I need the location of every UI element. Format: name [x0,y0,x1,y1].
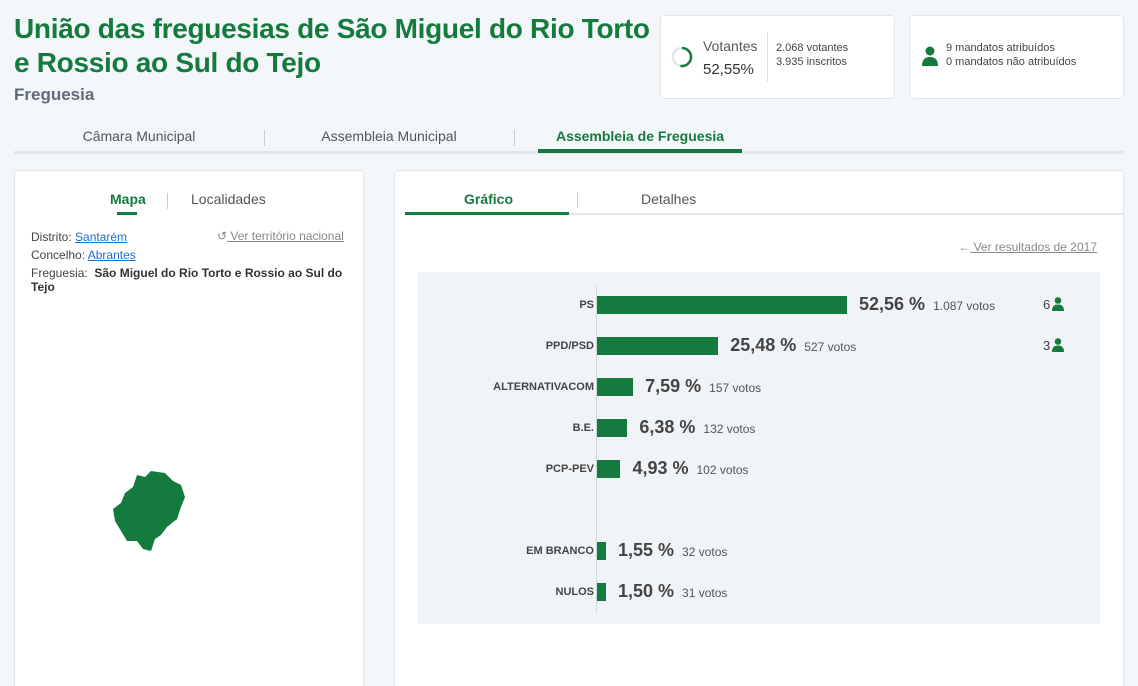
turnout-ring-icon [671,46,693,68]
bar-votes: 102 votos [696,463,749,477]
tab-divider [514,130,515,146]
main-tabs: Câmara Municipal Assembleia Municipal As… [14,124,1124,154]
active-subtab-indicator [405,212,569,215]
votes-card: Votantes 52,55% 2.068 votantes 3.935 ins… [660,15,895,99]
tab-mapa[interactable]: Mapa [110,191,146,207]
bar [597,583,606,601]
bar [597,378,634,396]
bar [597,460,621,478]
mandates-card: 9 mandatos atribuídos 0 mandatos não atr… [909,15,1124,99]
registered-count: 3.935 inscritos [776,56,847,68]
bar-label: PCP-PEV [545,463,594,475]
district-row: Distrito: Santarém [31,230,127,244]
seats-count: 3 [1043,338,1065,353]
bar-percentage: 1,50 % [618,581,675,601]
district-label: Distrito: [31,230,72,244]
bar-label: EM BRANCO [526,545,594,557]
bar-percentage: 25,48 % [730,335,797,355]
bar-label: PS [579,299,594,311]
bar-percentage: 1,55 % [618,540,675,560]
tab-grafico[interactable]: Gráfico [464,191,514,207]
page-subtitle: Freguesia [14,85,95,104]
active-subtab-indicator [117,212,137,215]
person-icon [1052,338,1065,352]
tab-assembleia-municipal[interactable]: Assembleia Municipal [321,128,457,144]
tab-localidades[interactable]: Localidades [191,191,266,207]
seats-value: 6 [1043,297,1051,312]
national-territory-link[interactable]: ↺ Ver território nacional [217,229,344,243]
page-title: União das freguesias de São Miguel do Ri… [14,13,650,78]
parish-label: Freguesia: [31,266,88,280]
bar [597,419,628,437]
parish-map[interactable] [111,469,189,553]
bar-percentage: 6,38 % [639,417,696,437]
tab-assembleia-freguesia[interactable]: Assembleia de Freguesia [555,128,725,144]
votes-percentage: 52,55% [703,61,754,78]
municipality-label: Concelho: [31,248,86,262]
tab-divider [577,192,578,208]
votes-label: Votantes [703,38,758,54]
bar-votes: 527 votos [804,340,857,354]
tab-camara-municipal[interactable]: Câmara Municipal [82,128,196,144]
bar-label: NULOS [555,586,595,598]
location-panel: Mapa Localidades Distrito: Santarém Conc… [14,170,364,686]
district-link[interactable]: Santarém [75,230,128,244]
divider [767,32,768,82]
bar-votes: 157 votos [709,381,762,395]
chart-axis [596,286,597,612]
parish-value: São Miguel do Rio Torto e Rossio ao Sul … [31,266,343,294]
mandates-unassigned: 0 mandatos não atribuídos [946,56,1077,68]
tab-detalhes[interactable]: Detalhes [641,191,697,207]
previous-results-link[interactable]: ← Ver resultados de 2017 [958,240,1097,254]
parish-row: Freguesia: São Miguel do Rio Torto e Ros… [31,266,363,294]
results-tabs: Gráfico Detalhes [405,171,1123,215]
seats-count: 6 [1043,297,1065,312]
person-icon [1052,297,1065,311]
bar-percentage: 7,59 % [645,376,702,396]
municipality-link[interactable]: Abrantes [87,248,136,262]
bar [597,296,847,314]
results-chart: PS 52,56 % 1.087 votos 6 PPD/PSD 25,48 % 527 v… [418,272,1100,624]
previous-results-label: Ver resultados de 2017 [973,240,1097,254]
bar [597,337,719,355]
bar-percentage: 52,56 % [859,294,926,314]
arrow-left-icon: ← [958,240,971,254]
bar [597,542,606,560]
bar-label: ALTERNATIVACOM [493,381,594,393]
person-icon [922,46,938,66]
bar-votes: 132 votos [703,422,756,436]
national-territory-label: Ver território nacional [230,229,344,243]
voters-count: 2.068 votantes [776,42,849,54]
bar-votes: 32 votos [682,545,728,559]
tab-divider [264,130,265,146]
seats-value: 3 [1043,338,1051,353]
results-panel: Gráfico Detalhes ← Ver resultados de 201… [394,170,1124,686]
bar-votes: 31 votos [682,586,728,600]
mandates-assigned: 9 mandatos atribuídos [946,42,1055,54]
bar-label: B.E. [572,422,594,434]
bar-percentage: 4,93 % [632,458,689,478]
bar-label: PPD/PSD [545,340,594,352]
undo-icon: ↺ [217,229,228,243]
municipality-row: Concelho: Abrantes [31,248,136,262]
bar-votes: 1.087 votos [933,299,996,313]
active-tab-indicator [538,149,742,153]
tab-divider [167,193,168,209]
